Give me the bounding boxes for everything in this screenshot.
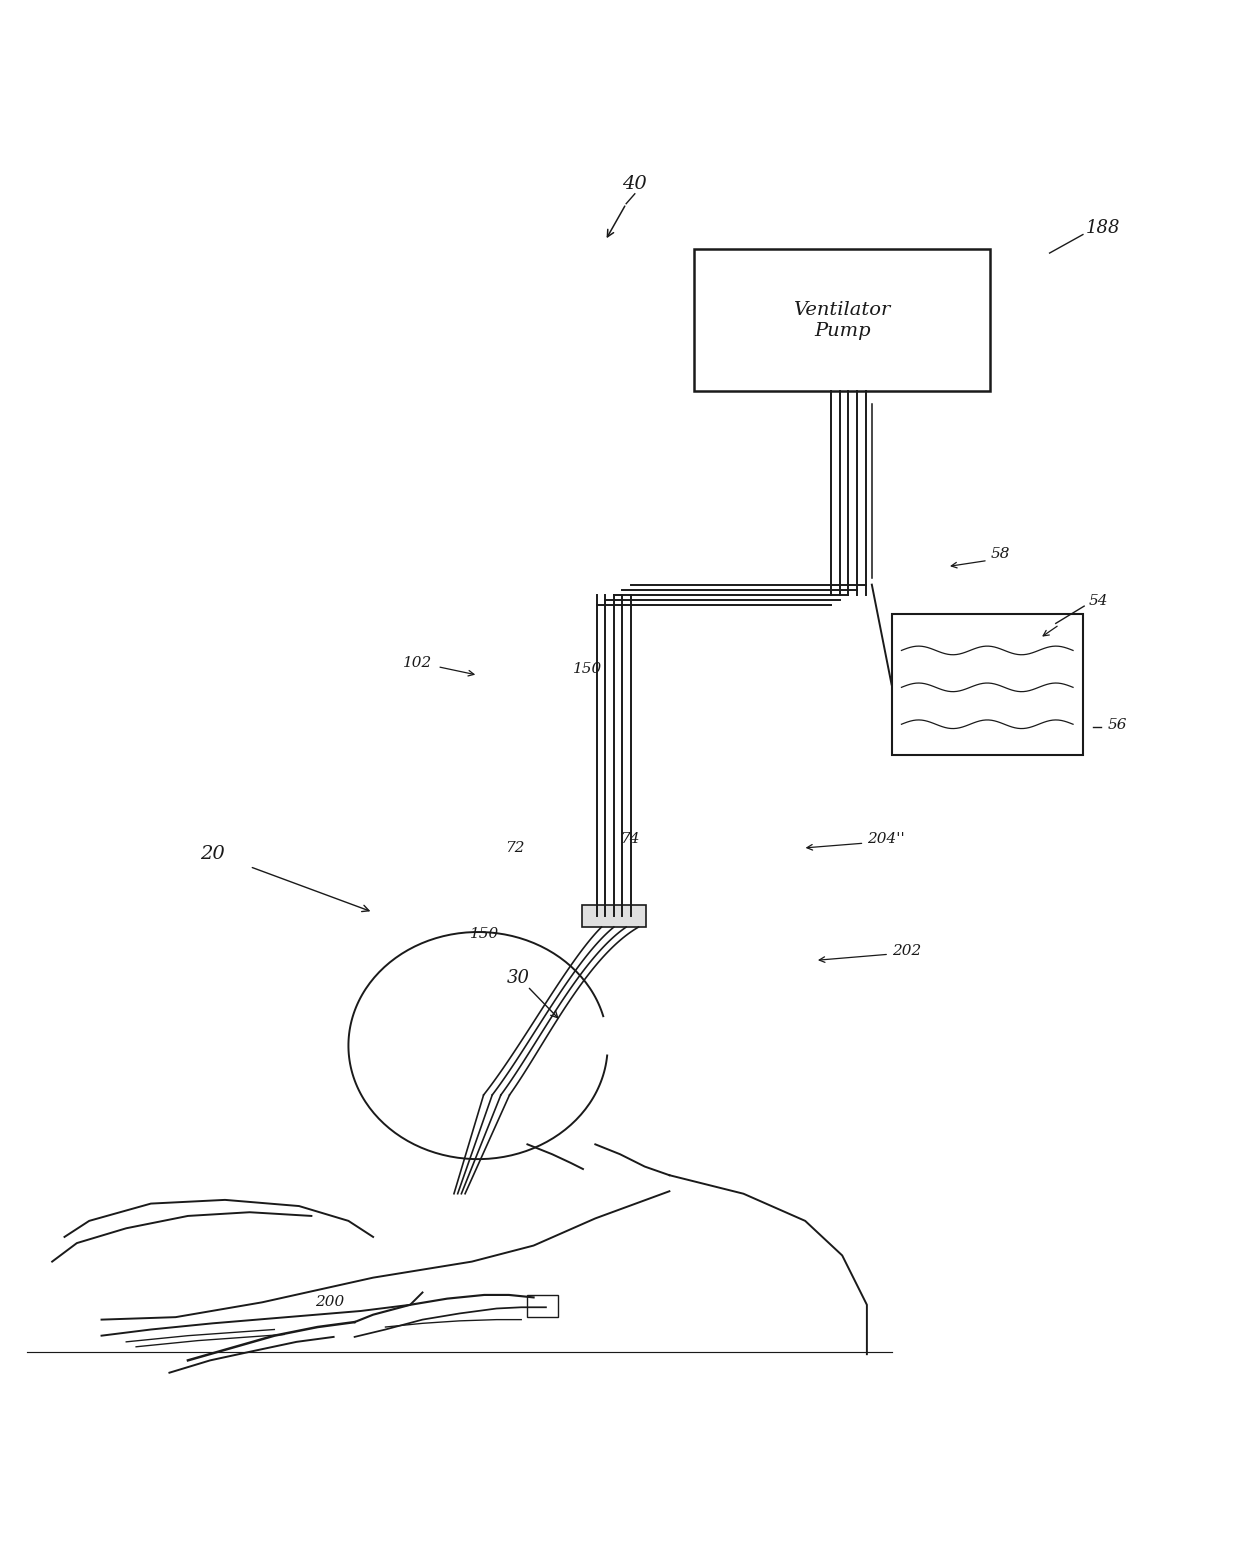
Text: 30: 30	[507, 969, 531, 986]
Text: 150: 150	[470, 927, 498, 941]
Bar	[582, 906, 646, 927]
Text: 200: 200	[315, 1296, 345, 1310]
Text: 56: 56	[1107, 718, 1127, 732]
Text: 20: 20	[200, 845, 224, 864]
Text: 72: 72	[506, 841, 525, 854]
Text: 202: 202	[892, 944, 921, 958]
Text: 74: 74	[620, 833, 640, 847]
Text: 58: 58	[991, 548, 1009, 562]
Text: 54: 54	[1089, 594, 1109, 608]
Text: 150: 150	[573, 663, 603, 676]
Bar	[527, 1296, 558, 1317]
Text: 188: 188	[1085, 220, 1120, 237]
Text: Ventilator
Pump: Ventilator Pump	[794, 300, 890, 339]
Bar	[694, 249, 991, 392]
Text: 40: 40	[622, 175, 647, 194]
Text: 102: 102	[403, 656, 433, 670]
Bar	[892, 613, 1083, 755]
Text: 204'': 204''	[867, 833, 905, 847]
